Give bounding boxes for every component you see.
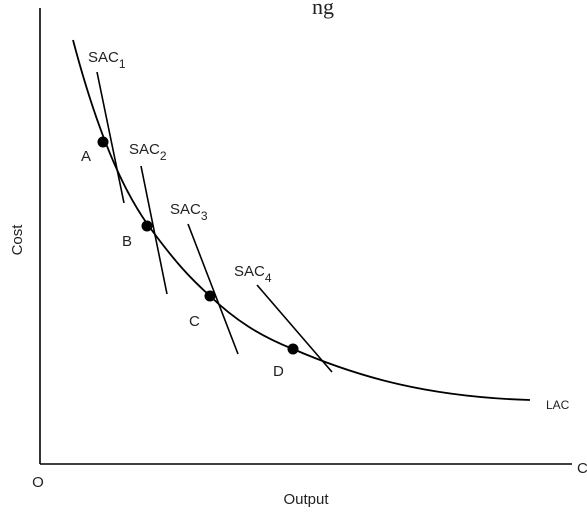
svg-text:SAC1: SAC1 (88, 49, 126, 71)
point-a (97, 136, 109, 148)
sac4-curve (256, 284, 333, 373)
point-c-label: C (189, 313, 200, 330)
point-b-label: B (122, 233, 132, 250)
lac-label: LAC (546, 398, 570, 412)
point-b (141, 220, 153, 232)
svg-text:SAC3: SAC3 (170, 201, 208, 223)
origin-label: O (32, 474, 44, 491)
sac4-label: SAC4 (234, 263, 272, 285)
x-axis-end-label: C (577, 460, 587, 477)
point-d (287, 343, 299, 355)
sac1-label: SAC1 (88, 49, 126, 71)
point-d-label: D (273, 363, 284, 380)
sac1-curve (96, 71, 125, 204)
x-axis-label: Output (283, 491, 329, 508)
lac-curve (72, 39, 531, 401)
sac2-label: SAC2 (129, 141, 167, 163)
point-c (204, 290, 216, 302)
sac3-label: SAC3 (170, 201, 208, 223)
header-fragment: ng (312, 0, 334, 19)
y-axis-label: Cost (9, 224, 26, 256)
svg-text:SAC2: SAC2 (129, 141, 167, 163)
svg-text:SAC4: SAC4 (234, 263, 272, 285)
point-a-label: A (81, 148, 91, 165)
sac2-curve (140, 165, 168, 295)
sac3-curve (187, 223, 239, 355)
